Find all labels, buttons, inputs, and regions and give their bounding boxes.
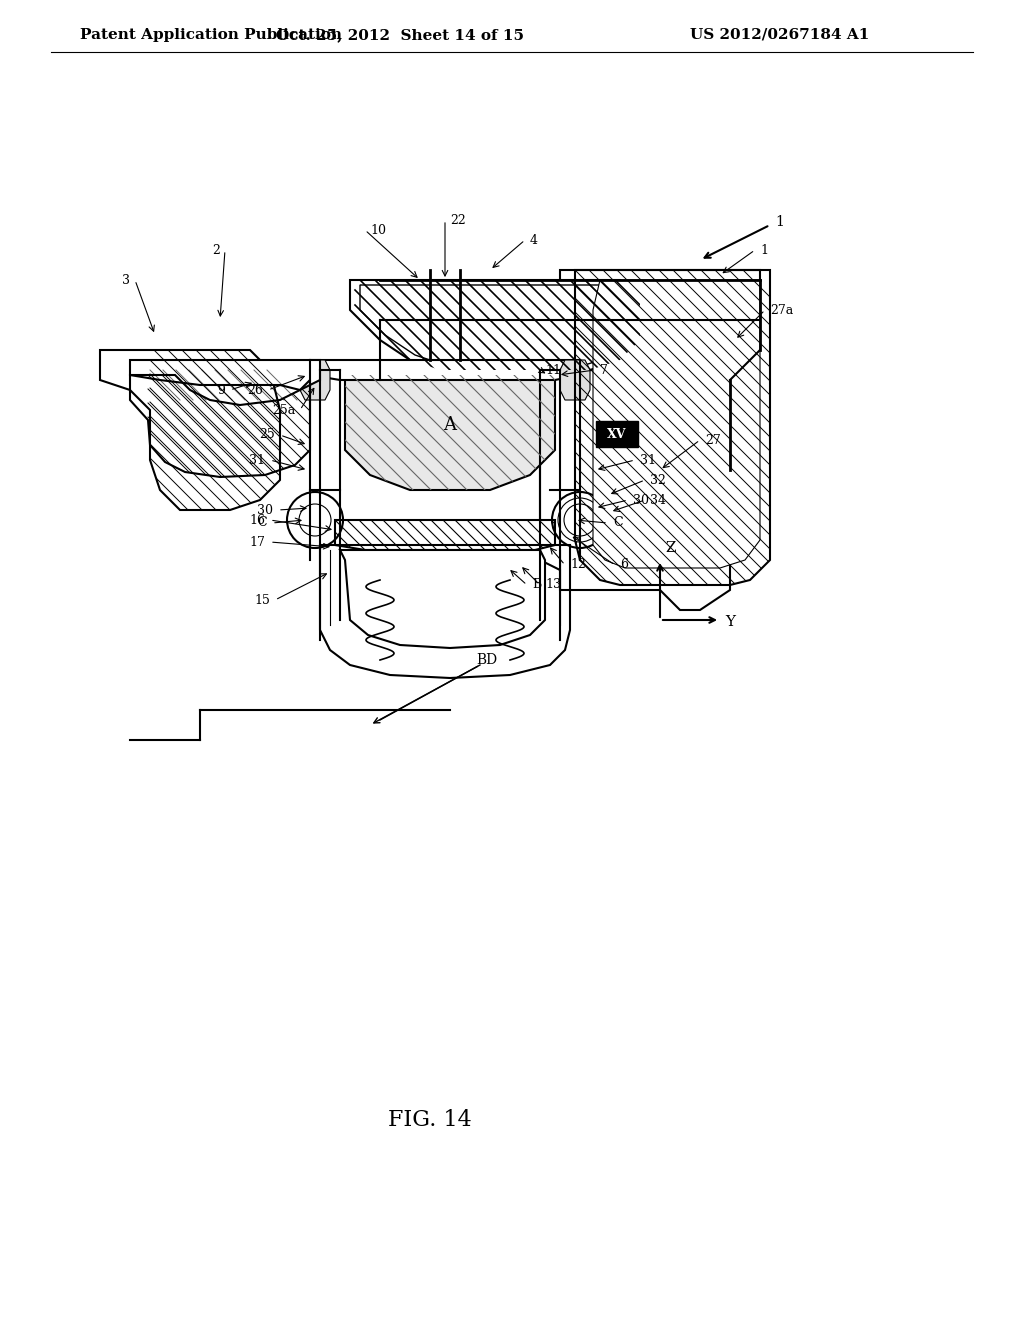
Polygon shape xyxy=(560,360,590,400)
Text: C: C xyxy=(257,516,267,529)
Polygon shape xyxy=(300,360,330,400)
Text: 1: 1 xyxy=(775,215,784,228)
Text: 9: 9 xyxy=(217,384,225,396)
Text: 4: 4 xyxy=(530,234,538,247)
Text: Oct. 25, 2012  Sheet 14 of 15: Oct. 25, 2012 Sheet 14 of 15 xyxy=(276,28,524,42)
Text: 31: 31 xyxy=(640,454,656,466)
Text: 32: 32 xyxy=(650,474,666,487)
Circle shape xyxy=(299,504,331,536)
Text: 22: 22 xyxy=(450,214,466,227)
Polygon shape xyxy=(593,280,760,568)
Text: 25: 25 xyxy=(259,429,275,441)
Text: C: C xyxy=(613,516,623,529)
Text: 6: 6 xyxy=(620,558,628,572)
Text: 16: 16 xyxy=(249,513,265,527)
Text: Y: Y xyxy=(725,615,735,630)
Text: XV: XV xyxy=(607,428,627,441)
Polygon shape xyxy=(345,375,555,490)
Text: 15: 15 xyxy=(254,594,270,606)
Text: 13: 13 xyxy=(545,578,561,591)
Text: Patent Application Publication: Patent Application Publication xyxy=(80,28,342,42)
Text: A: A xyxy=(443,416,457,434)
Text: 30: 30 xyxy=(633,494,649,507)
Text: 17: 17 xyxy=(249,536,265,549)
Text: 2: 2 xyxy=(212,243,220,256)
Text: 7: 7 xyxy=(600,363,608,376)
Polygon shape xyxy=(360,285,635,366)
Text: 1: 1 xyxy=(760,243,768,256)
Text: FIG. 14: FIG. 14 xyxy=(388,1109,472,1131)
Text: BD: BD xyxy=(476,653,498,667)
Circle shape xyxy=(564,504,596,536)
Text: 10: 10 xyxy=(370,223,386,236)
Polygon shape xyxy=(350,280,640,370)
Text: 11: 11 xyxy=(545,363,561,376)
Text: US 2012/0267184 A1: US 2012/0267184 A1 xyxy=(690,28,869,42)
Text: 30: 30 xyxy=(257,503,273,516)
FancyBboxPatch shape xyxy=(596,421,638,447)
Text: 27a: 27a xyxy=(770,304,794,317)
Text: 3: 3 xyxy=(122,273,130,286)
Polygon shape xyxy=(340,550,545,648)
Text: Z: Z xyxy=(665,541,676,554)
Text: 25a: 25a xyxy=(271,404,295,417)
Polygon shape xyxy=(130,360,319,389)
Polygon shape xyxy=(335,520,555,550)
Text: 31: 31 xyxy=(249,454,265,466)
Text: B: B xyxy=(532,578,542,591)
Text: 34: 34 xyxy=(650,494,666,507)
Text: 12: 12 xyxy=(570,558,586,572)
Text: 26: 26 xyxy=(247,384,263,396)
Polygon shape xyxy=(310,360,580,380)
Text: 27: 27 xyxy=(705,433,721,446)
